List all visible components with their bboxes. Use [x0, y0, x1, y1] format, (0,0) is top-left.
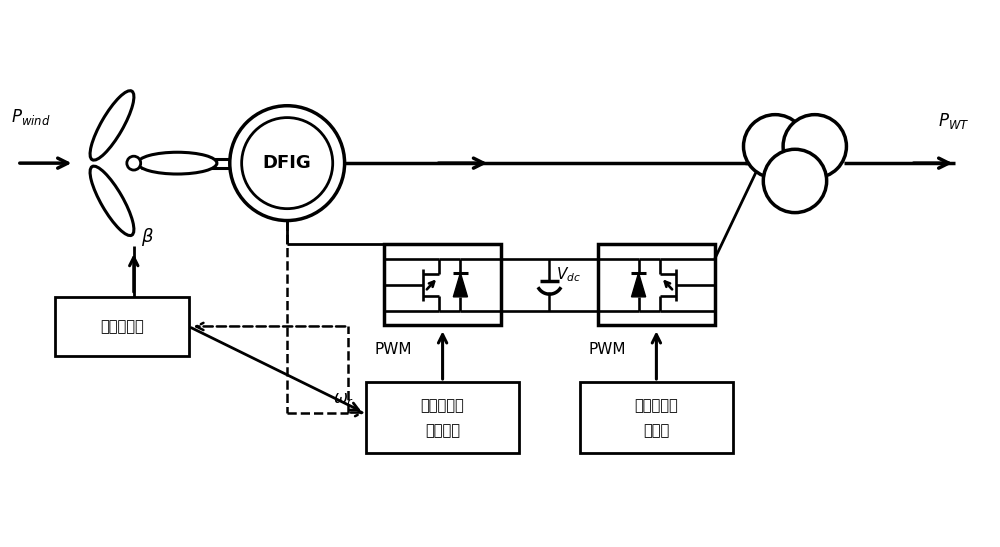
Circle shape	[230, 106, 345, 220]
Text: PWM: PWM	[374, 342, 412, 357]
Text: 发电机侧变: 发电机侧变	[421, 398, 464, 413]
Ellipse shape	[138, 152, 217, 174]
Circle shape	[744, 115, 807, 178]
Text: $\beta$: $\beta$	[141, 226, 154, 248]
Bar	[598, 245, 715, 325]
Circle shape	[127, 156, 141, 170]
Bar	[384, 245, 501, 325]
Polygon shape	[632, 273, 646, 297]
Text: 器控制: 器控制	[643, 423, 670, 438]
Text: $V_{dc}$: $V_{dc}$	[556, 266, 581, 284]
Bar	[580, 382, 733, 453]
Text: 桨距角控制: 桨距角控制	[100, 319, 144, 334]
Ellipse shape	[90, 166, 134, 236]
Text: 电网侧变流: 电网侧变流	[635, 398, 678, 413]
Circle shape	[783, 115, 846, 178]
Text: 流器控制: 流器控制	[425, 423, 460, 438]
Text: $P_{WT}$: $P_{WT}$	[938, 110, 969, 131]
Text: PWM: PWM	[588, 342, 626, 357]
Circle shape	[242, 118, 333, 208]
Text: $\omega_r$: $\omega_r$	[333, 389, 354, 408]
Circle shape	[763, 149, 827, 213]
Polygon shape	[453, 273, 467, 297]
Bar	[366, 382, 519, 453]
Text: DFIG: DFIG	[263, 154, 312, 172]
Bar	[55, 297, 189, 356]
Ellipse shape	[90, 91, 134, 160]
Text: $P_{wind}$: $P_{wind}$	[11, 107, 51, 126]
